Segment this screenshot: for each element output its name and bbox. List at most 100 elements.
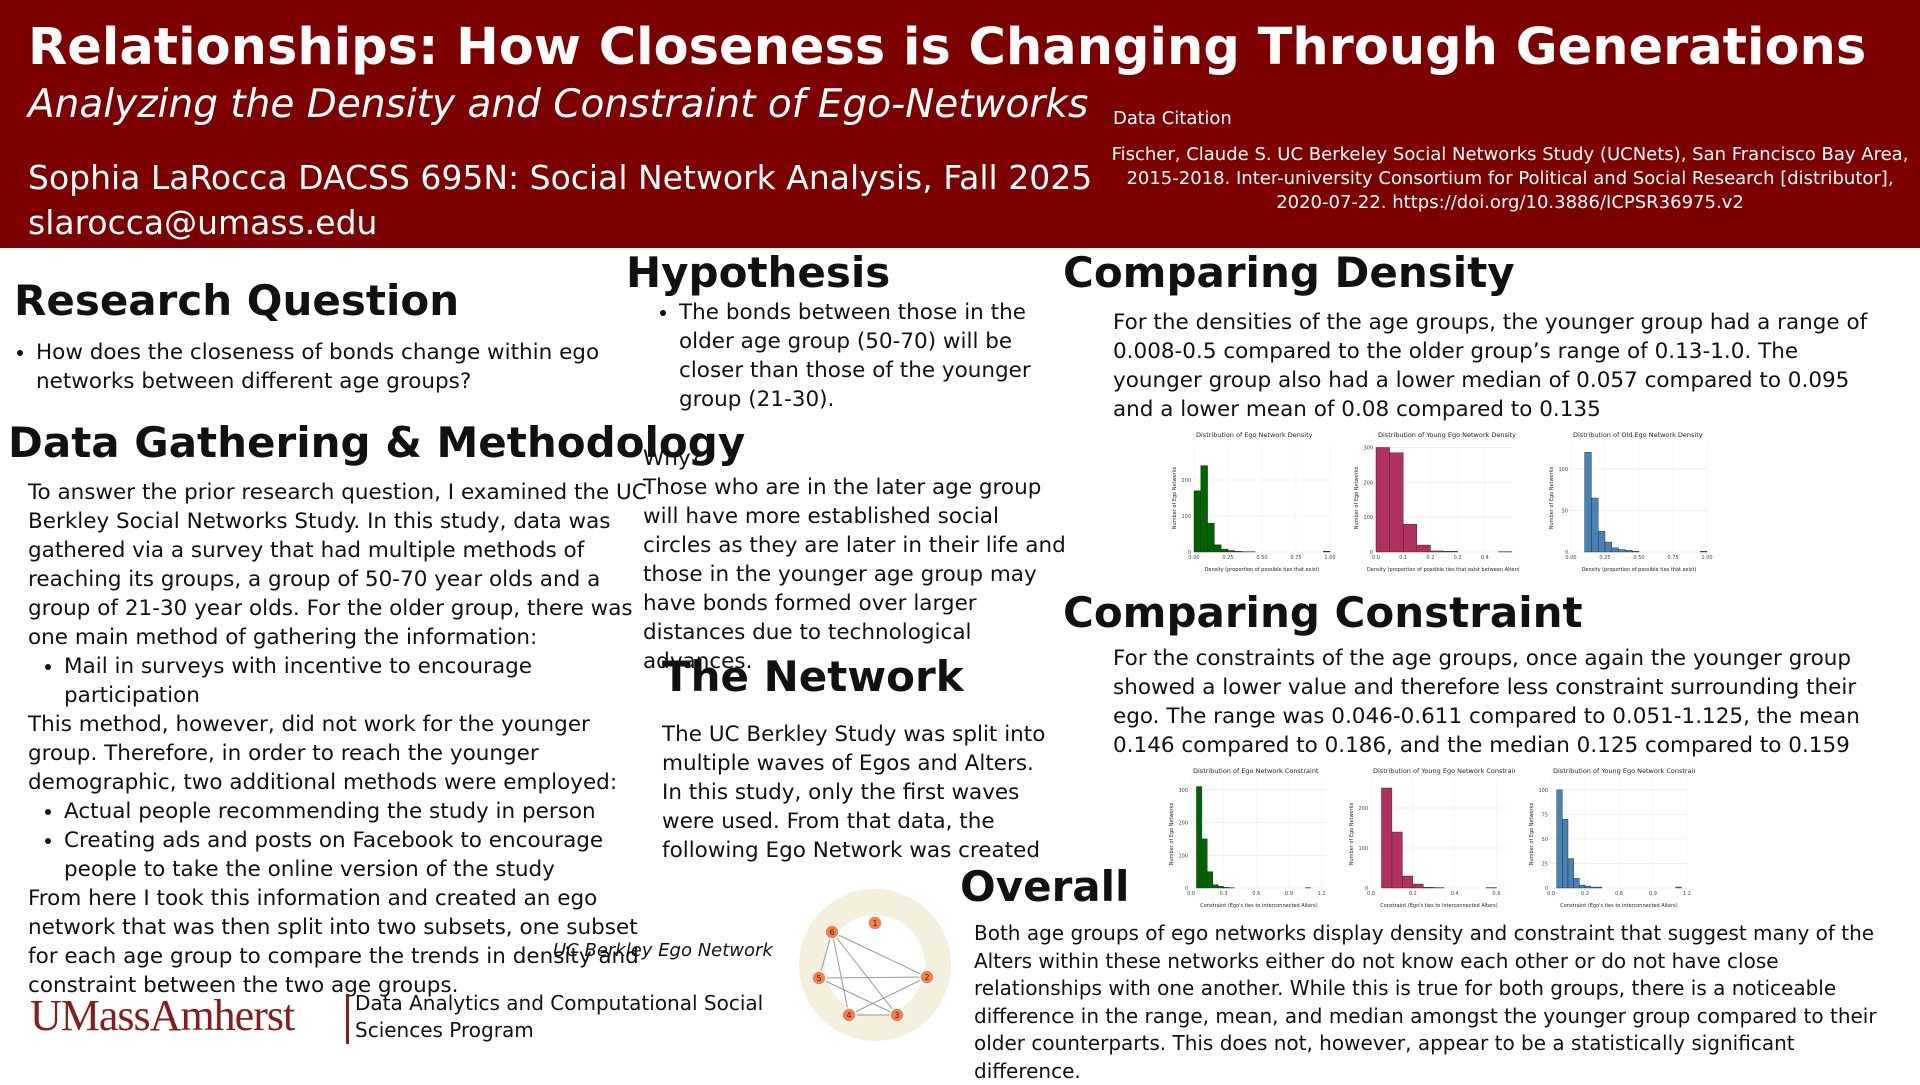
x-tick-label: 0.9 xyxy=(1285,891,1293,897)
x-tick-label: 0.0 xyxy=(1367,891,1375,897)
overall-heading: Overall xyxy=(960,862,1129,911)
histogram-bar xyxy=(1700,551,1707,552)
chart-title: Distribution of Young Ego Network Densit… xyxy=(1378,431,1516,439)
citation-text: Fischer, Claude S. UC Berkeley Social Ne… xyxy=(1110,143,1910,215)
y-tick-label: 200 xyxy=(1363,480,1373,486)
x-tick-label: 0.0 xyxy=(1187,891,1195,897)
research-question-body: How does the closeness of bonds change w… xyxy=(0,338,600,396)
x-tick-label: 0.50 xyxy=(1256,555,1267,561)
histogram-bar xyxy=(1430,551,1444,552)
y-tick-label: 200 xyxy=(1178,821,1188,827)
x-axis-label: Density (proportion of possible ties tha… xyxy=(1367,567,1520,573)
y-tick-label: 100 xyxy=(1558,467,1568,473)
header-banner: Relationships: How Closeness is Changing… xyxy=(0,0,1920,248)
author-email[interactable]: slarocca@umass.edu xyxy=(28,203,377,242)
x-tick-label: 0.50 xyxy=(1633,555,1644,561)
histogram-bar xyxy=(1224,887,1229,888)
x-tick-label: 0.9 xyxy=(1649,891,1657,897)
x-tick-label: 1.2 xyxy=(1683,891,1691,897)
x-axis-label: Density (proportion of possible ties tha… xyxy=(1205,567,1320,573)
histogram-bar xyxy=(1235,551,1242,552)
density-heading: Comparing Density xyxy=(1063,248,1515,297)
histogram-svg: Distribution of Ego Network Constraint01… xyxy=(1165,764,1335,912)
hypothesis-bullet: The bonds between those in the older age… xyxy=(679,298,1063,414)
histogram-bar xyxy=(1591,498,1598,552)
network-node-label: 5 xyxy=(816,974,821,983)
histogram-bar xyxy=(1218,886,1223,888)
x-tick-label: 0.6 xyxy=(1493,891,1501,897)
x-tick-label: 0.25 xyxy=(1222,555,1233,561)
x-tick-label: 0.6 xyxy=(1252,891,1260,897)
x-tick-label: 0.4 xyxy=(1451,891,1459,897)
histogram-bar xyxy=(1376,447,1390,552)
histogram-bar xyxy=(1201,466,1208,552)
methodology-body: To answer the prior research question, I… xyxy=(28,478,648,1000)
x-tick-label: 0.0 xyxy=(1547,891,1555,897)
histogram-bar xyxy=(1196,787,1201,888)
histogram-bar xyxy=(1591,887,1597,888)
y-tick-label: 100 xyxy=(1178,853,1188,859)
why-label: Why? xyxy=(643,444,1068,473)
y-axis-label: Number of Ego Networks xyxy=(1529,802,1535,865)
methodology-intro: To answer the prior research question, I… xyxy=(28,478,648,652)
x-tick-label: 1.2 xyxy=(1318,891,1326,897)
y-tick-label: 100 xyxy=(1538,788,1548,794)
network-text: The UC Berkley Study was split into mult… xyxy=(662,720,1052,865)
research-question-heading: Research Question xyxy=(14,276,459,325)
histogram-svg: Distribution of Ego Network Density01002… xyxy=(1168,428,1338,576)
x-axis-label: Constraint (Ego's ties to interconnected… xyxy=(1200,903,1317,909)
histogram-bar xyxy=(1413,884,1423,888)
histogram-bar xyxy=(1676,887,1682,888)
y-axis-label: Number of Ego Networks xyxy=(1172,466,1178,529)
histogram-bar xyxy=(1562,819,1568,888)
histogram-bar xyxy=(1444,551,1458,552)
histogram-svg: Distribution of Old Ego Network Density 0… xyxy=(1545,428,1715,576)
umass-logo: UMassAmherst xyxy=(30,990,294,1041)
x-tick-label: 0.25 xyxy=(1599,555,1610,561)
x-axis-label: Density (proportion of possible ties tha… xyxy=(1582,567,1697,573)
y-tick-label: 300 xyxy=(1178,788,1188,794)
x-tick-label: 0.4 xyxy=(1481,555,1489,561)
histogram-bar xyxy=(1625,550,1632,552)
y-tick-label: 300 xyxy=(1363,445,1373,451)
density-old-chart: Distribution of Old Ego Network Density 0… xyxy=(1545,428,1715,576)
histogram-bar xyxy=(1390,453,1404,552)
x-tick-label: 0.3 xyxy=(1220,891,1228,897)
methodology-heading: Data Gathering & Methodology xyxy=(8,418,745,467)
histogram-bar xyxy=(1228,551,1235,552)
histogram-bar xyxy=(1417,545,1431,552)
methodology-middle: This method, however, did not work for t… xyxy=(28,710,648,797)
y-tick-label: 75 xyxy=(1542,812,1548,818)
histogram-svg: Distribution of Young Ego Network Densit… xyxy=(1350,428,1520,576)
histogram-bar xyxy=(1568,859,1574,888)
network-heading: The Network xyxy=(662,652,964,701)
histogram-bar xyxy=(1207,872,1212,888)
histogram-bar xyxy=(1574,878,1580,888)
research-question-bullet: How does the closeness of bonds change w… xyxy=(36,338,600,396)
x-tick-label: 0.3 xyxy=(1581,891,1589,897)
constraint-text: For the constraints of the age groups, o… xyxy=(1113,644,1893,760)
x-tick-label: 1.00 xyxy=(1324,555,1335,561)
histogram-bar xyxy=(1579,885,1585,888)
x-tick-label: 0.6 xyxy=(1615,891,1623,897)
overall-text: Both age groups of ego networks display … xyxy=(974,920,1884,1085)
hypothesis-heading: Hypothesis xyxy=(626,248,890,297)
logo-divider xyxy=(346,994,349,1044)
chart-title: Distribution of Old Ego Network Density xyxy=(1573,431,1703,439)
histogram-bar xyxy=(1214,545,1221,552)
constraint-old-chart: Distribution of Young Ego Network Constr… xyxy=(1525,764,1695,912)
chart-title: Distribution of Young Ego Network Constr… xyxy=(1373,767,1515,775)
network-node-label: 4 xyxy=(846,1011,851,1020)
y-axis-label: Number of Ego Networks xyxy=(1169,802,1175,865)
x-tick-label: 0.2 xyxy=(1409,891,1417,897)
constraint-heading: Comparing Constraint xyxy=(1063,588,1583,637)
histogram-bar xyxy=(1557,790,1563,888)
histogram-bar xyxy=(1202,839,1207,888)
y-tick-label: 100 xyxy=(1363,515,1373,521)
older-method-item: Mail in surveys with incentive to encour… xyxy=(64,652,648,710)
histogram-bar xyxy=(1596,887,1602,888)
y-tick-label: 200 xyxy=(1358,806,1368,812)
histogram-bar xyxy=(1208,523,1215,552)
